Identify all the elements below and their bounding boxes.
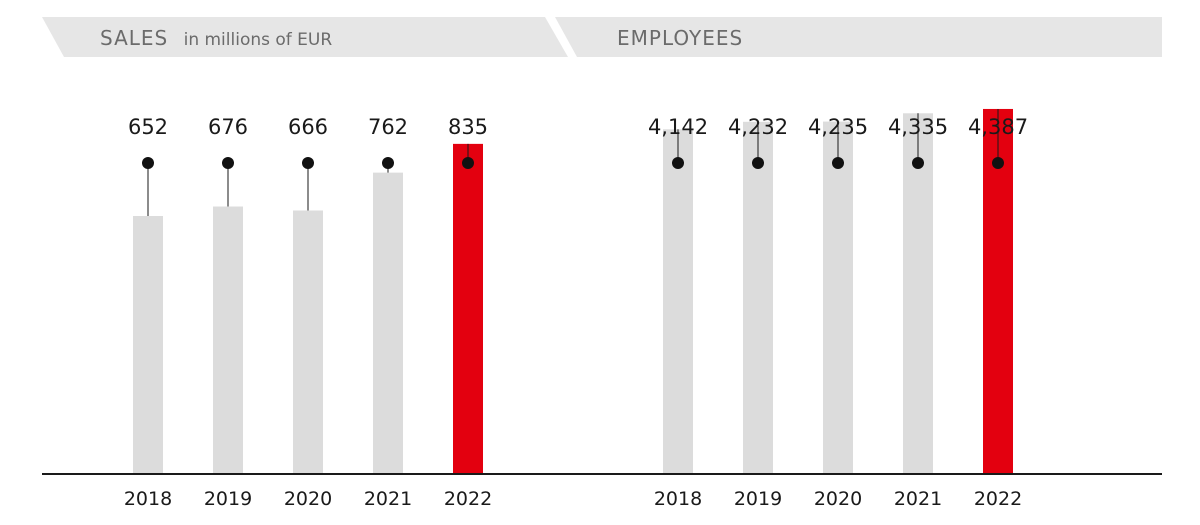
- sales-value-label-2020: 666: [288, 115, 328, 139]
- sales-bar-2020: [293, 210, 323, 474]
- sales-value-label-2022: 835: [448, 115, 488, 139]
- sales-chart-marks: 652 2018 676 2019 666 2020 762 2021 835 2022: [124, 115, 492, 510]
- employees-year-label-2019: 2019: [734, 488, 782, 510]
- sales-header-title: SALES in millions of EUR: [100, 26, 332, 50]
- sales-bar-2018: [133, 216, 163, 473]
- employees-value-label-2019: 4,232: [728, 115, 788, 139]
- employees-dot-2019: [752, 157, 764, 169]
- employees-year-label-2022: 2022: [974, 488, 1022, 510]
- sales-year-label-2018: 2018: [124, 488, 172, 510]
- sales-year-label-2022: 2022: [444, 488, 492, 510]
- sales-value-label-2021: 762: [368, 115, 408, 139]
- employees-chart-marks: 4,142 2018 4,232 2019 4,235 2020 4,335 2021 4,38…: [648, 108, 1028, 510]
- sales-dot-2021: [382, 157, 394, 169]
- sales-year-label-2020: 2020: [284, 488, 332, 510]
- employees-bar-2019: [743, 121, 773, 474]
- sales-bar-2021: [373, 172, 403, 473]
- employees-bar-2020: [823, 121, 853, 473]
- employees-dot-2021: [912, 157, 924, 169]
- sales-bar-2022: [453, 143, 483, 473]
- sales-year-label-2021: 2021: [364, 488, 412, 510]
- sales-dot-2018: [142, 157, 154, 169]
- sales-title: SALES: [100, 26, 168, 50]
- sales-header-banner: [42, 17, 568, 57]
- sales-dot-2019: [222, 157, 234, 169]
- sales-value-label-2019: 676: [208, 115, 248, 139]
- sales-year-label-2019: 2019: [204, 488, 252, 510]
- employees-value-label-2021: 4,335: [888, 115, 948, 139]
- employees-value-label-2018: 4,142: [648, 115, 708, 139]
- sales-dot-2020: [302, 157, 314, 169]
- employees-year-label-2021: 2021: [894, 488, 942, 510]
- employees-bar-2022: [983, 108, 1013, 473]
- sales-bar-2019: [213, 206, 243, 473]
- employees-bar-2021: [903, 113, 933, 473]
- employees-year-label-2018: 2018: [654, 488, 702, 510]
- employees-value-label-2022: 4,387: [968, 115, 1028, 139]
- employees-dot-2018: [672, 157, 684, 169]
- employees-year-label-2020: 2020: [814, 488, 862, 510]
- sales-dot-2022: [462, 157, 474, 169]
- employees-dot-2022: [992, 157, 1004, 169]
- employees-header-banner: [555, 17, 1162, 57]
- employees-value-label-2020: 4,235: [808, 115, 868, 139]
- employees-header-title: EMPLOYEES: [617, 26, 743, 50]
- employees-dot-2020: [832, 157, 844, 169]
- employees-bar-2018: [663, 129, 693, 473]
- sales-unit: in millions of EUR: [184, 30, 333, 50]
- sales-value-label-2018: 652: [128, 115, 168, 139]
